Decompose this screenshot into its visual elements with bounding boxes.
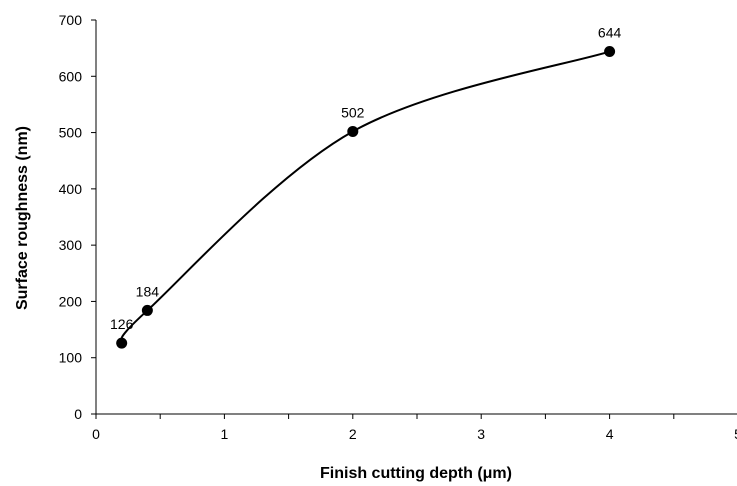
data-point: [116, 337, 128, 349]
y-axis-title: Surface roughness (nm): [14, 126, 31, 310]
y-axis: 0 100 200 300 400 500 600 700: [59, 12, 97, 422]
x-tick-label: 3: [477, 426, 485, 442]
y-tick-label: 700: [59, 12, 83, 28]
data-point: [141, 304, 153, 316]
y-tick-label: 500: [59, 125, 83, 141]
series-layer: [116, 46, 616, 349]
y-tick-label: 200: [59, 293, 83, 309]
data-point: [604, 46, 616, 58]
data-point: [347, 125, 359, 137]
data-label: 126: [110, 316, 134, 332]
x-tick-label: 1: [221, 426, 229, 442]
data-labels: 126 184 502 644: [110, 25, 621, 333]
x-tick-label: 5: [734, 426, 737, 442]
data-label: 502: [341, 104, 365, 120]
y-tick-label: 0: [74, 406, 82, 422]
x-tick-label: 0: [92, 426, 100, 442]
x-axis-title: Finish cutting depth (μm): [320, 465, 512, 482]
y-tick-label: 100: [59, 350, 83, 366]
data-label: 184: [136, 283, 160, 299]
y-tick-label: 400: [59, 181, 83, 197]
y-tick-label: 600: [59, 68, 83, 84]
data-label: 644: [598, 25, 622, 41]
series-line: [120, 50, 610, 344]
x-axis: 0 1 2 3 4 5: [92, 413, 737, 442]
y-tick-label: 300: [59, 237, 83, 253]
x-tick-label: 2: [349, 426, 357, 442]
x-tick-label: 4: [606, 426, 614, 442]
